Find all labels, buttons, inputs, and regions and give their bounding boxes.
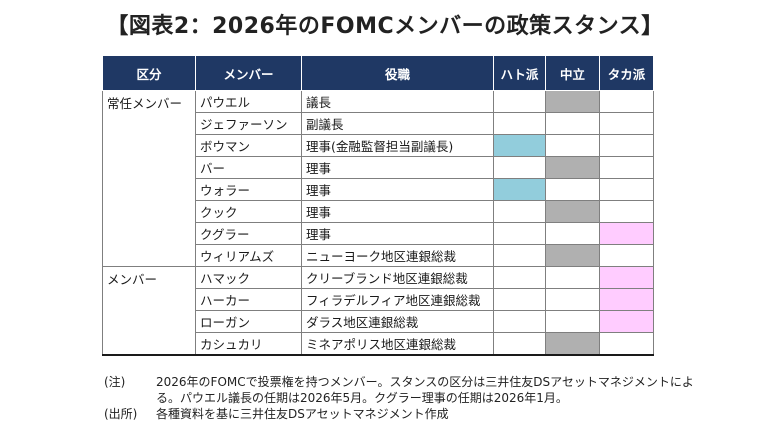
stance-hawk-cell [599,112,654,135]
stance-dove-cell [493,244,546,267]
stance-neutral-cell [545,178,600,201]
category-cell: メンバー [102,266,196,356]
member-name-cell: バー [195,156,302,179]
stance-dove-cell [493,310,546,333]
member-name-cell: ボウマン [195,134,302,157]
member-name-cell: ウィリアムズ [195,244,302,267]
header-member: メンバー [195,55,302,91]
stance-hawk-cell [599,332,654,356]
header-category: 区分 [102,55,196,91]
member-name-cell: クグラー [195,222,302,245]
stance-dove-cell [493,288,546,311]
stance-neutral-cell [545,288,600,311]
stance-neutral-cell [545,200,600,223]
member-name-cell: ハマック [195,266,302,289]
role-cell: 理事 [301,200,494,223]
stance-neutral-cell [545,266,600,289]
member-name-cell: カシュカリ [195,332,302,356]
figure-title: 【図表2：2026年のFOMCメンバーの政策スタンス】 [106,14,664,39]
stance-hawk-cell [599,244,654,267]
stance-neutral-cell [545,156,600,179]
stance-hawk-cell [599,310,654,333]
role-cell: 理事(金融監督担当副議長) [301,134,494,157]
stance-hawk-cell [599,156,654,179]
table-row: クック 理事 [103,200,654,223]
member-name-cell: ローガン [195,310,302,333]
role-cell: ミネアポリス地区連銀総裁 [301,332,494,356]
table-row: カシュカリ ミネアポリス地区連銀総裁 [103,332,654,356]
table-row: メンバー ハマック クリーブランド地区連銀総裁 [102,266,654,356]
stance-hawk-cell [599,134,654,157]
stance-hawk-cell [599,266,654,289]
table-row: ウォラー 理事 [103,178,654,201]
member-name-cell: ハーカー [195,288,302,311]
table-row: ジェファーソン 副議長 [103,112,654,135]
stance-dove-cell [493,222,546,245]
stance-dove-cell [493,90,546,113]
stance-hawk-cell [599,222,654,245]
stance-dove-cell [493,134,546,157]
stance-dove-cell [493,156,546,179]
member-name-cell: ジェファーソン [195,112,302,135]
note-row-2: (出所) 各種資料を基に三井住友DSアセットマネジメント作成 [104,406,716,422]
table-row: ローガン ダラス地区連銀総裁 [103,310,654,333]
table-body: 常任メンバー パウエル 議長 ジェファーソン 副議長 ボウマン 理事(金融監督担当副議長) バ… [102,90,654,356]
header-role: 役職 [301,55,494,91]
header-hawk: タカ派 [599,55,654,91]
stance-neutral-cell [545,244,600,267]
source-text: 各種資料を基に三井住友DSアセットマネジメント作成 [156,407,449,421]
table-row: クグラー 理事 [103,222,654,245]
table-row: バー 理事 [103,156,654,179]
role-cell: フィラデルフィア地区連銀総裁 [301,288,494,311]
footnotes: (注) 2026年のFOMCで投票権を持つメンバー。スタンスの区分は三井住友DS… [104,374,716,422]
stance-neutral-cell [545,90,600,113]
stance-dove-cell [493,112,546,135]
role-cell: 理事 [301,178,494,201]
source-label: (出所) [104,407,138,421]
header-dove: ハト派 [493,55,546,91]
note-text: 2026年のFOMCで投票権を持つメンバー。スタンスの区分は三井住友DSアセット… [156,375,694,405]
stance-hawk-cell [599,178,654,201]
stance-neutral-cell [545,332,600,356]
role-cell: 理事 [301,156,494,179]
stance-hawk-cell [599,90,654,113]
stance-neutral-cell [545,310,600,333]
stance-neutral-cell [545,112,600,135]
role-cell: 理事 [301,222,494,245]
member-name-cell: クック [195,200,302,223]
stance-dove-cell [493,200,546,223]
table-row: ボウマン 理事(金融監督担当副議長) [103,134,654,157]
note-row-1: (注) 2026年のFOMCで投票権を持つメンバー。スタンスの区分は三井住友DS… [104,374,716,406]
stance-neutral-cell [545,134,600,157]
header-neutral: 中立 [545,55,600,91]
stance-hawk-cell [599,288,654,311]
fomc-members-table: 区分 メンバー 役職 ハト派 中立 タカ派 常任メンバー パウエル 議長 ジェファーソ… [102,55,654,356]
stance-dove-cell [493,266,546,289]
stance-hawk-cell [599,200,654,223]
member-name-cell: ウォラー [195,178,302,201]
role-cell: 議長 [301,90,494,113]
table-header-row: 区分 メンバー 役職 ハト派 中立 タカ派 [102,55,654,91]
role-cell: 副議長 [301,112,494,135]
stance-dove-cell [493,332,546,356]
table-row: 常任メンバー パウエル 議長 [102,90,654,267]
stance-dove-cell [493,178,546,201]
role-cell: クリーブランド地区連銀総裁 [301,266,494,289]
category-cell: 常任メンバー [102,90,196,267]
role-cell: ダラス地区連銀総裁 [301,310,494,333]
role-cell: ニューヨーク地区連銀総裁 [301,244,494,267]
stance-neutral-cell [545,222,600,245]
member-name-cell: パウエル [195,90,302,113]
note-label: (注) [104,375,126,389]
